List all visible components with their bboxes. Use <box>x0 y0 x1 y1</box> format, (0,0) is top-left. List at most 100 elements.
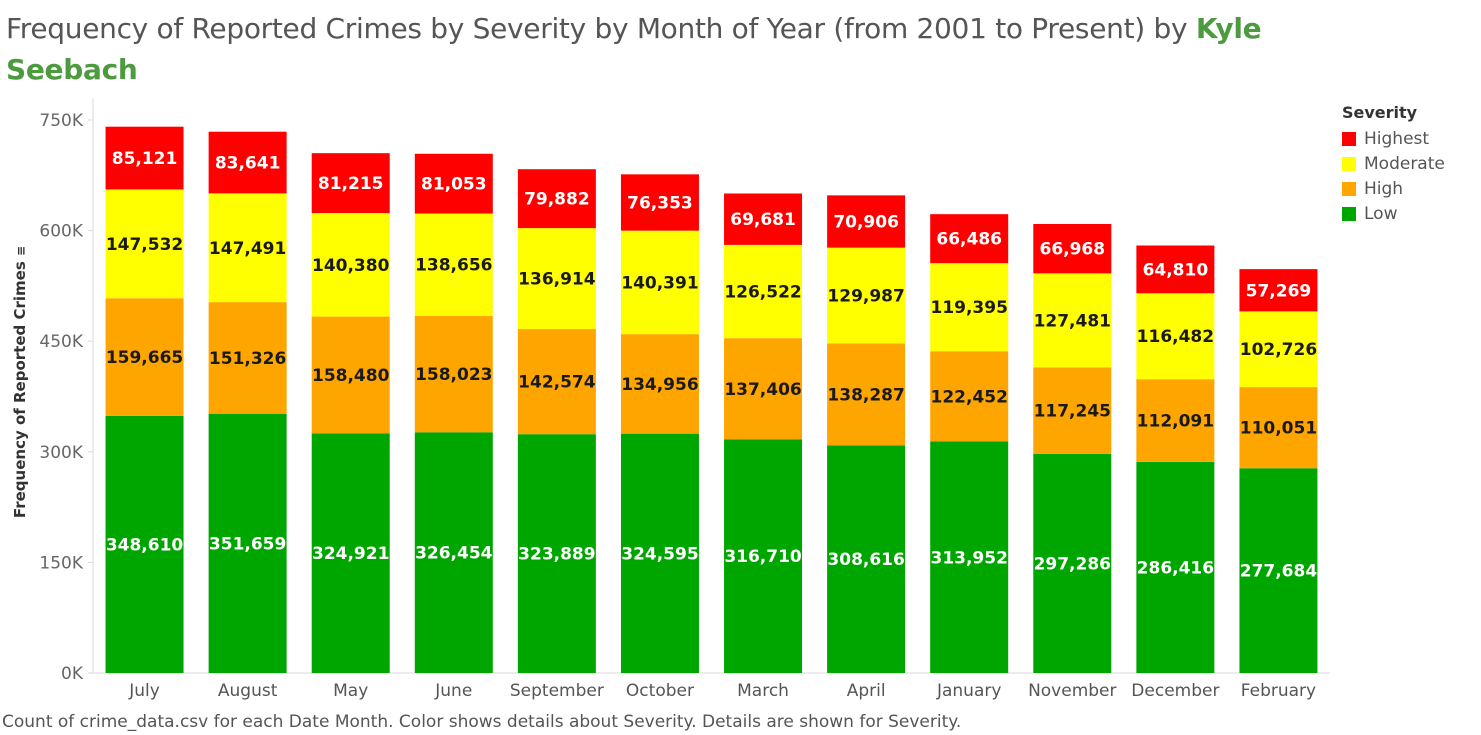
bar-segment-highest[interactable] <box>620 174 699 231</box>
bar-segment-highest[interactable] <box>517 169 596 229</box>
bar-segment-low[interactable] <box>311 433 390 673</box>
bar-segment-moderate[interactable] <box>517 228 596 330</box>
bar-segment-high[interactable] <box>517 329 596 435</box>
bar-segment-high[interactable] <box>208 302 287 414</box>
data-label: 316,710 <box>724 547 802 567</box>
data-label: 324,921 <box>312 544 389 564</box>
bar-segment-moderate[interactable] <box>1136 293 1215 380</box>
bar-segment-moderate[interactable] <box>1239 311 1318 388</box>
legend-items: Highest Moderate High Low <box>1342 126 1445 226</box>
bar-segment-moderate[interactable] <box>208 193 287 303</box>
data-label: 110,051 <box>1240 419 1317 439</box>
legend-swatch <box>1342 156 1356 171</box>
bar-segment-moderate[interactable] <box>1033 273 1112 368</box>
bar-segment-highest[interactable] <box>208 131 287 194</box>
data-label: 297,286 <box>1034 554 1111 574</box>
bar-segment-moderate[interactable] <box>827 247 906 344</box>
bar-segment-highest[interactable] <box>827 195 906 248</box>
bar-segment-highest[interactable] <box>1136 245 1215 294</box>
legend-item-high[interactable]: High <box>1342 176 1445 201</box>
bar-segment-low[interactable] <box>1033 453 1112 673</box>
data-label: 79,882 <box>524 190 590 210</box>
bar-segment-highest[interactable] <box>724 193 803 245</box>
data-label: 286,416 <box>1137 558 1214 578</box>
data-labels: 348,610 159,665 147,532 85,121 351,659 151,32… <box>106 149 1318 582</box>
data-label: 147,491 <box>209 239 286 259</box>
legend-item-moderate[interactable]: Moderate <box>1342 151 1445 176</box>
data-label: 151,326 <box>209 349 286 369</box>
data-label: 277,684 <box>1240 562 1318 582</box>
bar-segment-moderate[interactable] <box>105 189 184 299</box>
data-label: 323,889 <box>518 545 595 565</box>
legend: Severity Highest Moderate High Low <box>1342 103 1445 226</box>
chart-author[interactable]: Kyle Seebach <box>6 12 1262 86</box>
data-label: 140,380 <box>312 256 390 276</box>
bar-segment-low[interactable] <box>620 433 699 673</box>
bar-segment-moderate[interactable] <box>724 244 803 339</box>
axes: 0K 150K 300K 450K 600K 750K July August May June S… <box>39 98 1330 701</box>
bar-segment-moderate[interactable] <box>930 263 1009 352</box>
bar-segment-moderate[interactable] <box>414 213 493 316</box>
x-tick-label: November <box>1028 681 1116 701</box>
data-label: 351,659 <box>209 534 286 554</box>
data-label: 116,482 <box>1137 327 1214 347</box>
bar-segment-highest[interactable] <box>930 214 1009 264</box>
y-tick-label: 600K <box>39 222 83 242</box>
data-label: 66,968 <box>1039 240 1105 260</box>
bar-segment-high[interactable] <box>1033 367 1112 454</box>
data-label: 119,395 <box>930 298 1007 318</box>
chart-title: Frequency of Reported Crimes by Severity… <box>6 8 1326 90</box>
x-tick-label: April <box>847 681 886 701</box>
bar-segment-highest[interactable] <box>105 126 184 190</box>
data-label: 57,269 <box>1246 281 1312 301</box>
data-label: 69,681 <box>730 210 796 230</box>
legend-label: High <box>1364 178 1404 199</box>
legend-swatch <box>1342 181 1356 196</box>
data-label: 66,486 <box>936 230 1002 250</box>
x-tick-label: July <box>128 681 160 701</box>
bar-segment-low[interactable] <box>414 432 493 673</box>
bar-segment-high[interactable] <box>930 351 1009 442</box>
bar-segment-high[interactable] <box>1239 387 1318 469</box>
bar-segment-low[interactable] <box>930 441 1009 673</box>
sort-icon[interactable]: ≡ <box>14 245 28 256</box>
bar-segment-highest[interactable] <box>1033 223 1112 274</box>
legend-item-highest[interactable]: Highest <box>1342 126 1445 151</box>
bar-segment-highest[interactable] <box>1239 269 1318 312</box>
bar-segment-high[interactable] <box>827 343 906 446</box>
chart-title-text: Frequency of Reported Crimes by Severity… <box>6 12 1196 45</box>
bar-segment-low[interactable] <box>1239 468 1318 673</box>
bar-segment-high[interactable] <box>414 315 493 433</box>
data-label: 70,906 <box>833 212 899 232</box>
bar-segment-highest[interactable] <box>311 153 390 214</box>
x-tick-label: February <box>1241 681 1316 701</box>
y-tick-label: 0K <box>61 664 84 684</box>
legend-label: Highest <box>1364 128 1430 149</box>
bar-segment-moderate[interactable] <box>620 230 699 335</box>
bar-segment-low[interactable] <box>105 415 184 673</box>
bar-segment-moderate[interactable] <box>311 213 390 317</box>
data-label: 313,952 <box>930 548 1007 568</box>
bar-segment-low[interactable] <box>724 439 803 673</box>
data-label: 158,480 <box>312 366 390 386</box>
bar-segment-low[interactable] <box>517 434 596 673</box>
data-label: 102,726 <box>1240 340 1317 360</box>
bar-segment-low[interactable] <box>827 445 906 673</box>
bar-segment-highest[interactable] <box>414 153 493 214</box>
x-tick-label: June <box>434 681 472 701</box>
data-label: 129,987 <box>827 287 904 307</box>
bar-segment-low[interactable] <box>1136 461 1215 673</box>
legend-swatch <box>1342 206 1356 221</box>
bar-segment-high[interactable] <box>1136 379 1215 462</box>
legend-item-low[interactable]: Low <box>1342 201 1445 226</box>
bar-segment-high[interactable] <box>311 316 390 434</box>
bar-segment-high[interactable] <box>105 298 184 416</box>
bar-segment-high[interactable] <box>724 338 803 440</box>
y-axis-label[interactable]: Frequency of Reported Crimes ≡ <box>11 246 29 518</box>
bar-segment-low[interactable] <box>208 413 287 673</box>
data-label: 348,610 <box>106 535 184 555</box>
data-label: 308,616 <box>827 550 904 570</box>
data-label: 158,023 <box>415 365 492 385</box>
data-label: 134,956 <box>621 375 698 395</box>
bar-segment-high[interactable] <box>620 334 699 434</box>
